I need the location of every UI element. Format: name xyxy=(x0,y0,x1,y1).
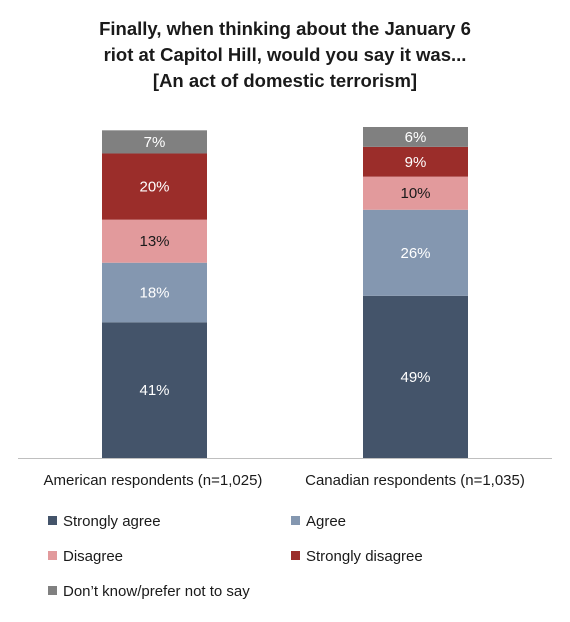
legend-item-dont-know: Don’t know/prefer not to say xyxy=(48,583,250,600)
chart-title: Finally, when thinking about the January… xyxy=(0,16,570,94)
title-line-3: [An act of domestic terrorism] xyxy=(152,70,418,91)
title-line-2: riot at Capitol Hill, would you say it w… xyxy=(103,44,467,65)
legend-swatch-disagree xyxy=(48,551,57,560)
bar-segment-american-don-t-know-prefer-not-to-say xyxy=(102,130,207,154)
bar-segment-american-strongly-disagree xyxy=(102,153,207,220)
bar-segment-canadian-agree xyxy=(363,209,468,296)
category-label-canadian: Canadian respondents (n=1,035) xyxy=(305,472,525,489)
data-label-canadian-strongly-agree: 49% xyxy=(400,369,430,386)
legend-label-agree: Agree xyxy=(306,513,347,530)
stacked-bar-chart: 41% 18% 13% 20% 7% 49% 26% 10% 9% 6% xyxy=(18,127,552,459)
data-label-american-strongly-agree: 41% xyxy=(139,382,169,399)
data-label-canadian-strongly-disagree: 9% xyxy=(405,154,427,171)
data-label-canadian-agree: 26% xyxy=(400,245,430,262)
bar-segment-canadian-strongly-disagree xyxy=(363,146,468,177)
bar-segment-canadian-don-t-know-prefer-not-to-say xyxy=(363,127,468,147)
legend-label-strongly-disagree: Strongly disagree xyxy=(306,548,423,565)
legend-label-strongly-agree: Strongly agree xyxy=(63,513,161,530)
category-label-american: American respondents (n=1,025) xyxy=(43,472,263,489)
legend-item-disagree: Disagree xyxy=(48,548,123,565)
legend-label-dont-know: Don’t know/prefer not to say xyxy=(63,583,250,600)
bar-segment-canadian-strongly-agree xyxy=(363,295,468,458)
title-line-1: Finally, when thinking about the January… xyxy=(99,18,471,39)
legend-item-strongly-agree: Strongly agree xyxy=(48,513,161,530)
data-label-american-disagree: 13% xyxy=(139,233,169,250)
data-label-american-don-t-know-prefer-not-to-say: 7% xyxy=(144,134,166,151)
bar-segment-american-disagree xyxy=(102,219,207,263)
data-label-american-agree: 18% xyxy=(139,285,169,302)
legend-item-strongly-disagree: Strongly disagree xyxy=(291,548,423,565)
legend-swatch-strongly-agree xyxy=(48,516,57,525)
legend-swatch-strongly-disagree xyxy=(291,551,300,560)
legend-item-agree: Agree xyxy=(291,513,346,530)
bar-segment-american-agree xyxy=(102,262,207,323)
data-label-american-strongly-disagree: 20% xyxy=(139,179,169,196)
data-label-canadian-don-t-know-prefer-not-to-say: 6% xyxy=(405,129,427,146)
legend-label-disagree: Disagree xyxy=(63,548,124,565)
data-label-canadian-disagree: 10% xyxy=(400,185,430,202)
legend-swatch-dont-know xyxy=(48,586,57,595)
legend-swatch-agree xyxy=(291,516,300,525)
bar-segment-american-strongly-agree xyxy=(102,322,207,458)
bar-segment-canadian-disagree xyxy=(363,176,468,210)
